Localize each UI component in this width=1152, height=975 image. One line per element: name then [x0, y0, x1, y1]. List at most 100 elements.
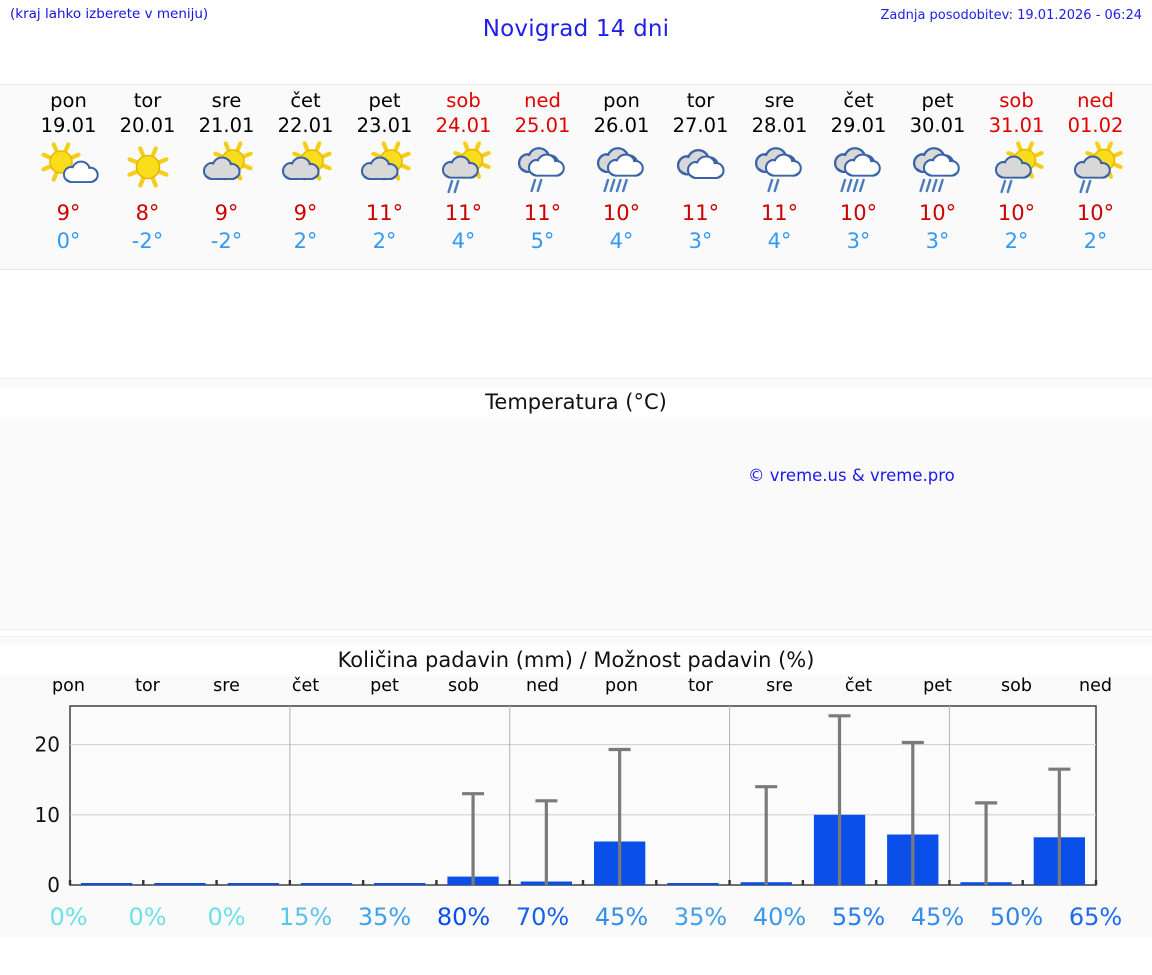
sun-cloud-icon	[345, 140, 424, 198]
precipitation-probability: 55%	[831, 903, 886, 931]
precipitation-chart: 0 10 20	[35, 705, 1098, 897]
precipitation-probability: 35%	[673, 903, 728, 931]
location-menu-hint[interactable]: (kraj lahko izberete v meniju)	[10, 6, 209, 22]
day-column[interactable]: ned 25.01 11° 5°	[503, 85, 582, 269]
precipitation-day-label: sre	[766, 676, 793, 696]
precipitation-probability: 35%	[357, 903, 412, 931]
day-column[interactable]: sob 31.01 10° 2°	[977, 85, 1056, 269]
precipitation-day-label: tor	[688, 676, 713, 696]
sun-icon	[108, 140, 187, 198]
day-min-temp: -2°	[131, 229, 164, 253]
day-min-temp: 3°	[846, 229, 871, 253]
day-max-temp: 11°	[681, 201, 720, 225]
day-name: ned	[1077, 89, 1114, 112]
day-date: 19.01	[40, 114, 97, 137]
day-min-temp: 4°	[451, 229, 476, 253]
day-column[interactable]: tor 20.01 8° -2°	[108, 85, 187, 269]
cloud-rain-light-icon	[503, 140, 582, 198]
day-min-temp: 2°	[372, 229, 397, 253]
temperature-chart: −50510	[0, 378, 1152, 628]
sun-cloud-rain-icon	[977, 140, 1056, 198]
day-column[interactable]: sob 24.01 11° 4°	[424, 85, 503, 269]
precipitation-probability: 15%	[278, 903, 333, 931]
day-min-temp: 4°	[609, 229, 634, 253]
day-date: 22.01	[277, 114, 334, 137]
precipitation-probability: 45%	[594, 903, 649, 931]
day-min-temp: 4°	[767, 229, 792, 253]
precipitation-day-label: pet	[370, 676, 399, 696]
day-name: tor	[133, 89, 162, 112]
day-date: 24.01	[435, 114, 492, 137]
day-column[interactable]: pet 30.01 10° 3°	[898, 85, 977, 269]
day-min-temp: 2°	[293, 229, 318, 253]
day-column[interactable]: pon 26.01 10° 4°	[582, 85, 661, 269]
precipitation-day-label: sre	[213, 676, 240, 696]
day-max-temp: 11°	[523, 201, 562, 225]
precipitation-day-label: pon	[52, 676, 85, 696]
day-date: 26.01	[593, 114, 650, 137]
cloud-icon	[661, 140, 740, 198]
precipitation-day-label: sob	[1001, 676, 1032, 696]
day-name: sre	[764, 89, 795, 112]
day-column[interactable]: čet 29.01 10° 3°	[819, 85, 898, 269]
day-name: pet	[368, 89, 401, 112]
precipitation-probability: 0%	[128, 903, 167, 931]
day-max-temp: 11°	[760, 201, 799, 225]
precipitation-probability: 0%	[49, 903, 88, 931]
precipitation-day-label: pon	[605, 676, 638, 696]
day-name: čet	[843, 89, 874, 112]
day-min-temp: 0°	[56, 229, 81, 253]
day-column[interactable]: čet 22.01 9° 2°	[266, 85, 345, 269]
day-column[interactable]: sre 21.01 9° -2°	[187, 85, 266, 269]
precipitation-probability: 0%	[207, 903, 246, 931]
day-date: 31.01	[988, 114, 1045, 137]
precipitation-day-label: ned	[526, 676, 559, 696]
sun-small-cloud-icon	[29, 140, 108, 198]
precipitation-probability: 40%	[752, 903, 807, 931]
day-name: tor	[686, 89, 715, 112]
day-min-temp: -2°	[210, 229, 243, 253]
sun-cloud-rain-icon	[424, 140, 503, 198]
copyright-label: © vreme.us & vreme.pro	[748, 466, 955, 485]
day-max-temp: 10°	[602, 201, 641, 225]
day-date: 20.01	[119, 114, 176, 137]
day-max-temp: 10°	[997, 201, 1036, 225]
precipitation-probability: 80%	[436, 903, 491, 931]
precipitation-chart-title: Količina padavin (mm) / Možnost padavin …	[0, 645, 1152, 675]
temperature-chart-section: Temperatura (°C)	[0, 378, 1152, 630]
day-date: 23.01	[356, 114, 413, 137]
precipitation-day-label: ned	[1079, 676, 1112, 696]
day-min-temp: 3°	[925, 229, 950, 253]
day-name: čet	[290, 89, 321, 112]
day-column[interactable]: pon 19.01 9° 0°	[29, 85, 108, 269]
precipitation-probability: 65%	[1068, 903, 1123, 931]
day-date: 30.01	[909, 114, 966, 137]
day-date: 01.02	[1067, 114, 1124, 137]
page-title: Novigrad 14 dni	[482, 16, 670, 42]
precipitation-probability: 70%	[515, 903, 570, 931]
day-min-temp: 2°	[1083, 229, 1108, 253]
day-column[interactable]: pet 23.01 11° 2°	[345, 85, 424, 269]
day-date: 28.01	[751, 114, 808, 137]
svg-text:20: 20	[35, 733, 60, 757]
day-max-temp: 10°	[1076, 201, 1115, 225]
sun-cloud-rain-icon	[1056, 140, 1135, 198]
day-name: ned	[524, 89, 561, 112]
precipitation-day-label: sob	[448, 676, 479, 696]
cloud-rain-heavy-icon	[898, 140, 977, 198]
cloud-rain-light-icon	[740, 140, 819, 198]
precipitation-probability: 45%	[910, 903, 965, 931]
day-column[interactable]: sre 28.01 11° 4°	[740, 85, 819, 269]
day-name: sre	[211, 89, 242, 112]
precipitation-day-label: čet	[844, 676, 873, 696]
day-max-temp: 11°	[365, 201, 404, 225]
day-date: 27.01	[672, 114, 729, 137]
day-column[interactable]: tor 27.01 11° 3°	[661, 85, 740, 269]
day-min-temp: 5°	[530, 229, 555, 253]
last-updated-label: Zadnja posodobitev: 19.01.2026 - 06:24	[880, 8, 1142, 23]
day-name: sob	[999, 89, 1034, 112]
day-name: pon	[603, 89, 640, 112]
day-max-temp: 9°	[214, 201, 239, 225]
day-column[interactable]: ned 01.02 10° 2°	[1056, 85, 1135, 269]
